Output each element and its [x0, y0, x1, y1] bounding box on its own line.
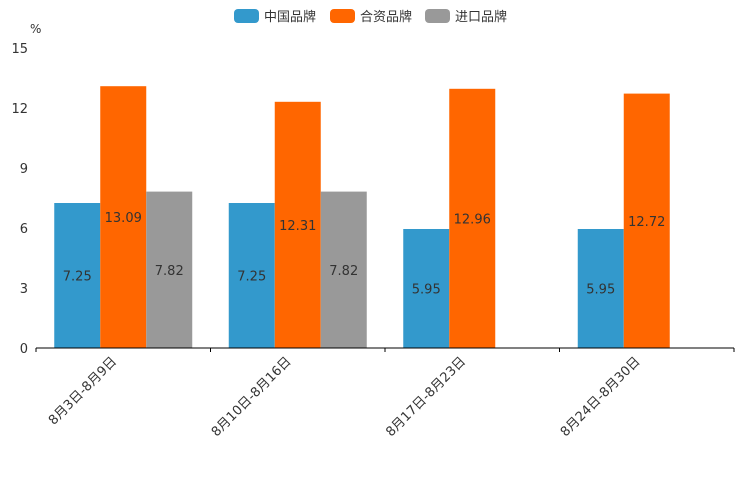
- bar-value-label: 12.31: [279, 219, 316, 234]
- x-category-label: 8月10日-8月16日: [209, 354, 295, 440]
- y-axis-unit: %: [30, 22, 41, 36]
- bar-value-label: 13.09: [105, 211, 142, 226]
- y-tick-label: 6: [20, 222, 28, 237]
- bar-value-label: 12.96: [454, 212, 491, 227]
- bar-value-label: 12.72: [628, 215, 665, 230]
- x-category-label: 8月3日-8月9日: [46, 354, 120, 428]
- bar-value-label: 7.25: [63, 270, 92, 285]
- bar: [403, 229, 450, 348]
- legend-swatch: [234, 9, 259, 23]
- y-tick-label: 0: [20, 342, 28, 357]
- value-labels: 7.25 13.09 7.82 7.25 12.31 7.82 5.95 12.96 5.95 1…: [63, 211, 666, 297]
- bar-value-label: 5.95: [412, 283, 441, 298]
- legend-label: 合资品牌: [360, 9, 412, 25]
- x-category-label: 8月17日-8月23日: [383, 354, 469, 440]
- y-tick-label: 3: [20, 282, 28, 297]
- bar-value-label: 7.82: [329, 264, 358, 279]
- bar-value-label: 5.95: [586, 283, 615, 298]
- legend-label: 进口品牌: [455, 9, 507, 25]
- bar-value-label: 7.25: [237, 270, 266, 285]
- bar: [623, 93, 670, 348]
- bar: [228, 203, 275, 348]
- legend-label: 中国品牌: [264, 9, 316, 25]
- bar: [320, 191, 367, 348]
- legend: 中国品牌 合资品牌 进口品牌: [234, 9, 507, 25]
- bars: [54, 86, 670, 349]
- y-tick-label: 9: [20, 162, 28, 177]
- x-axis: 8月3日-8月9日 8月10日-8月16日 8月17日-8月23日 8月24日-8月3…: [35, 347, 735, 440]
- bar: [100, 86, 147, 348]
- legend-swatch: [425, 9, 450, 23]
- bar: [449, 88, 496, 349]
- bar: [54, 203, 101, 348]
- y-axis: 0 3 6 9 12 15: [11, 42, 28, 357]
- bar-value-label: 7.82: [155, 264, 184, 279]
- legend-swatch: [330, 9, 355, 23]
- x-category-label: 8月24日-8月30日: [558, 354, 644, 440]
- bar: [274, 101, 321, 348]
- bar: [146, 191, 193, 348]
- bar: [577, 229, 624, 348]
- y-tick-label: 12: [11, 102, 28, 117]
- y-tick-label: 15: [11, 42, 28, 57]
